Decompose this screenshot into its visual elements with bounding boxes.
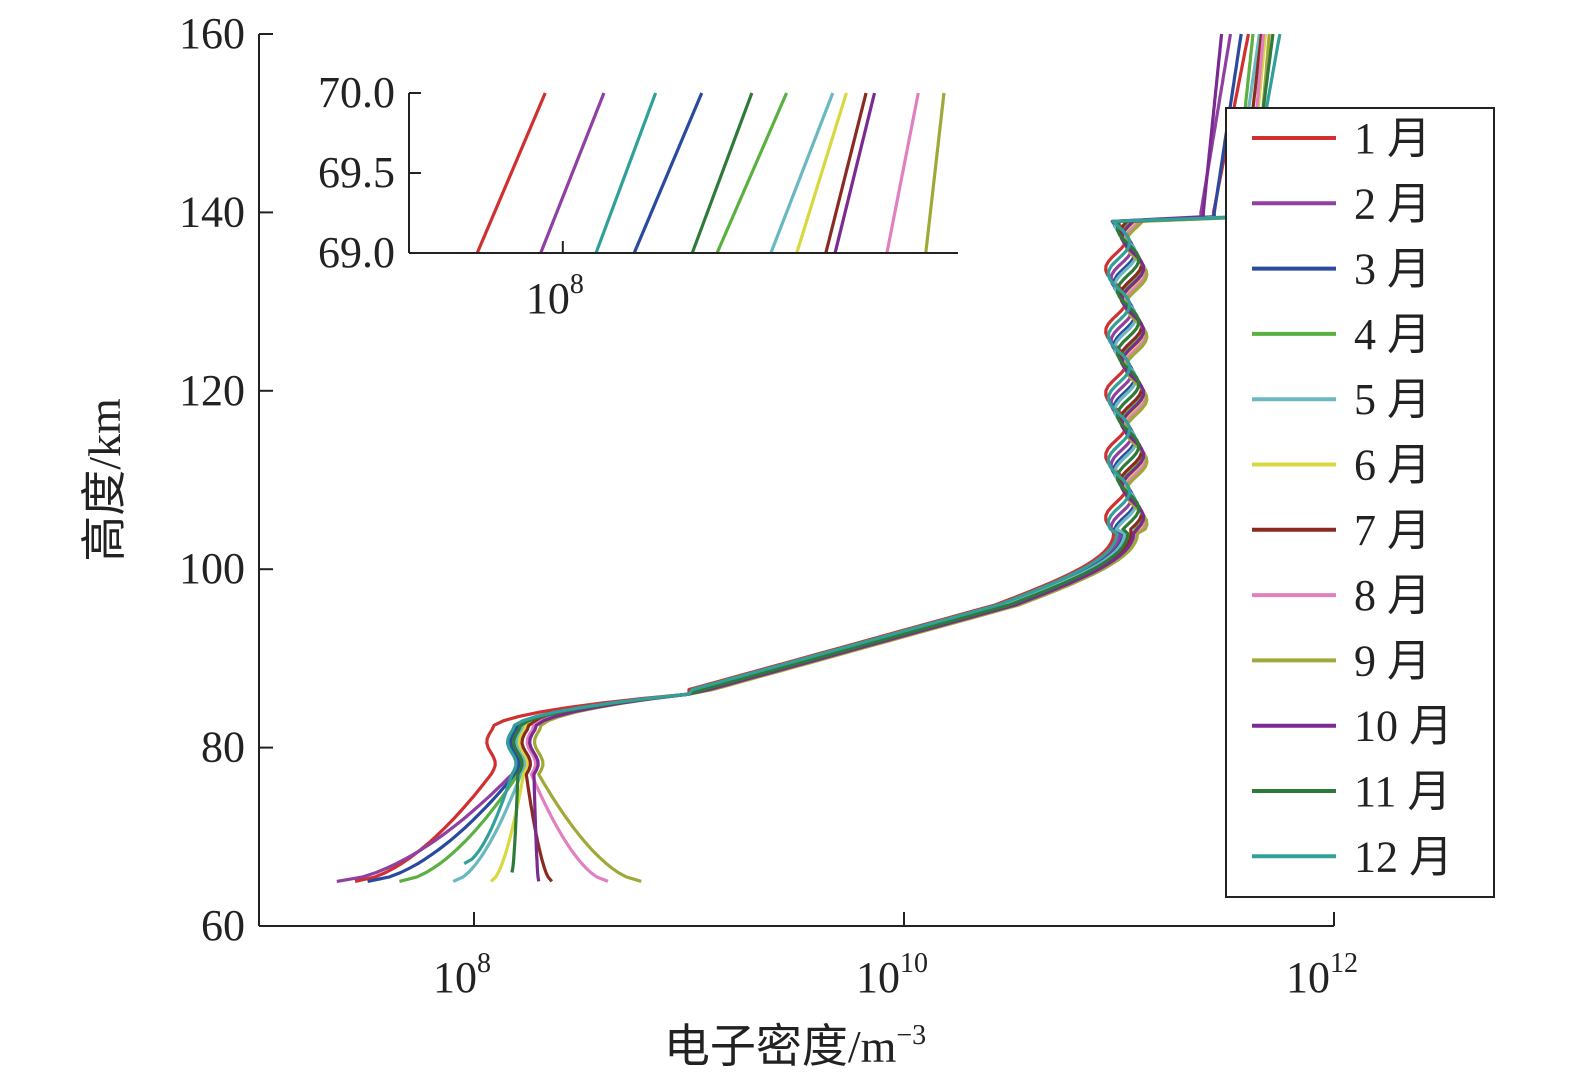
legend-label-4: 4 月 — [1354, 310, 1431, 359]
legend-label-5: 5 月 — [1354, 375, 1431, 424]
inset-y-tick-label: 69.5 — [318, 148, 395, 197]
y-tick-label: 60 — [201, 901, 245, 950]
legend-label-10: 10 月 — [1354, 702, 1453, 751]
y-tick-label: 160 — [179, 9, 245, 58]
inset-y-tick-label: 69.0 — [318, 228, 395, 277]
y-tick-label: 120 — [179, 366, 245, 415]
inset-series-line-7 — [769, 92, 835, 254]
inset-series-line-10 — [833, 92, 877, 254]
x-tick-label: 1010 — [856, 948, 928, 1002]
series-line-3 — [367, 33, 1243, 883]
inset-ticks: 69.0 69.5 70.0 108 — [318, 68, 584, 323]
inset-series-line-6 — [715, 92, 789, 254]
legend-box — [1225, 107, 1495, 898]
inset-series-line-5 — [690, 92, 754, 254]
y-tick-label: 100 — [179, 544, 245, 593]
y-tick-label: 140 — [179, 187, 245, 236]
inset-x-tick-label: 108 — [526, 269, 584, 323]
inset-series-line-1 — [475, 92, 547, 254]
inset-series-line-8 — [795, 92, 848, 254]
main-series-lines — [336, 33, 1282, 883]
legend-label-3: 3 月 — [1354, 245, 1431, 294]
inset-series-line-2 — [539, 92, 606, 254]
legend-label-12: 12 月 — [1354, 832, 1453, 881]
inset-series-line-4 — [632, 92, 704, 254]
inset-series-line-3 — [594, 92, 658, 254]
legend-label-9: 9 月 — [1354, 636, 1431, 685]
x-tick-label: 108 — [433, 948, 491, 1002]
legend-label-7: 7 月 — [1354, 506, 1431, 555]
legend: 1 月 2 月 3 月 4 月 5 月 6 月 7 月 8 月 9 月 10 月 11 月 12 月 — [1225, 107, 1495, 898]
inset-y-tick-label: 70.0 — [318, 68, 395, 117]
main-plot: 60 80 100 120 140 160 108 1010 1012 — [179, 9, 1358, 1002]
main-ticks: 60 80 100 120 140 160 108 1010 1012 — [179, 9, 1358, 1002]
legend-label-1: 1 月 — [1354, 114, 1431, 163]
series-line-10 — [528, 33, 1224, 882]
inset-series-line-9 — [824, 92, 868, 254]
inset-plot: 69.0 69.5 70.0 108 — [318, 68, 968, 323]
inset-series-lines — [409, 83, 968, 255]
y-axis-title: 高度/km — [79, 398, 130, 562]
main-axes — [258, 34, 1334, 927]
legend-label-2: 2 月 — [1354, 179, 1431, 228]
x-tick-label: 1012 — [1286, 948, 1358, 1002]
x-axis-title: 电子密度/m−3 — [664, 1020, 926, 1072]
inset-series-line-11 — [885, 92, 920, 254]
legend-label-8: 8 月 — [1354, 571, 1431, 620]
inset-series-line-12 — [924, 92, 946, 254]
y-tick-label: 80 — [201, 723, 245, 772]
legend-label-11: 11 月 — [1354, 767, 1451, 816]
legend-label-6: 6 月 — [1354, 441, 1431, 490]
inset-background — [409, 83, 968, 255]
